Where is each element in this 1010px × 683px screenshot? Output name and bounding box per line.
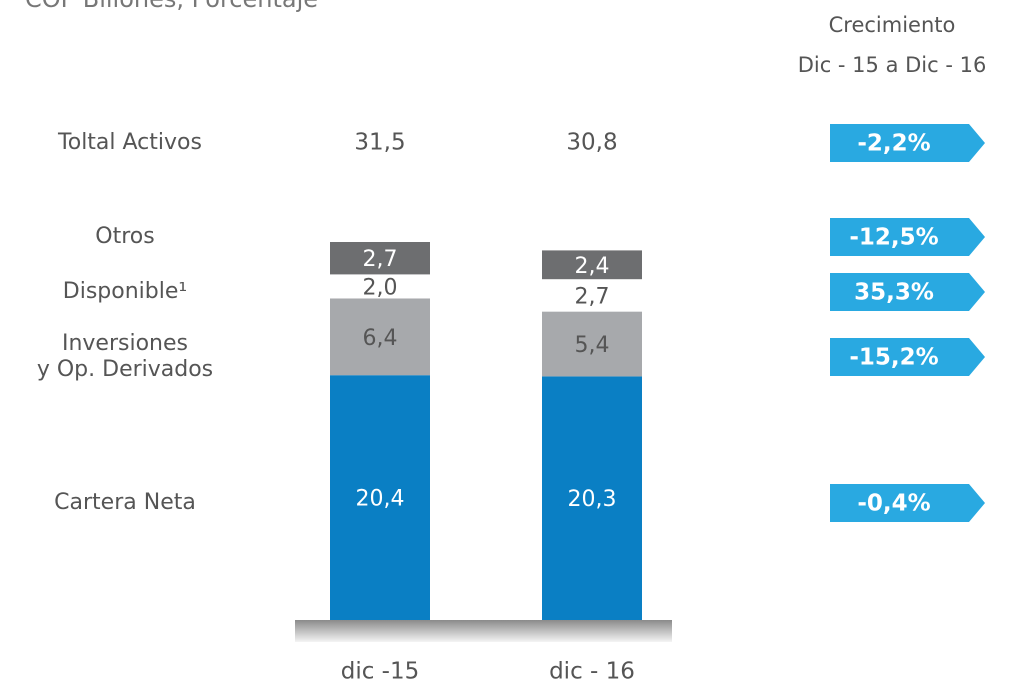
growth-label: -15,2% [849, 345, 938, 371]
growth-arrow [830, 218, 985, 256]
total-label: 30,8 [566, 130, 617, 156]
bar-segment [330, 274, 430, 299]
bar-segment [330, 375, 430, 620]
value-label: 5,4 [575, 333, 610, 358]
series-label: Disponible¹ [62, 279, 188, 304]
value-label: 2,7 [363, 247, 398, 272]
chart-title: COP Billones, Porcentaje [25, 0, 318, 13]
growth-subtitle: Dic - 15 a Dic - 16 [798, 53, 987, 77]
growth-label: -12,5% [849, 225, 938, 251]
growth-arrow [830, 338, 985, 376]
value-label: 6,4 [363, 326, 398, 351]
x-tick-label: dic - 16 [549, 659, 635, 683]
value-label: 20,3 [568, 487, 617, 512]
x-tick-label: dic -15 [341, 659, 420, 683]
bar-segment [542, 376, 642, 620]
total-label: 31,5 [354, 130, 405, 156]
bar-segment [542, 250, 642, 280]
growth-title: Crecimiento [829, 13, 956, 37]
growth-label: -2,2% [857, 131, 930, 157]
series-label: Otros [95, 224, 155, 249]
value-label: 2,7 [575, 284, 610, 309]
growth-label: -0,4% [857, 491, 930, 517]
series-label: Inversiones y Op. Derivados [36, 331, 214, 382]
base-shadow [295, 620, 672, 642]
growth-label: 35,3% [854, 280, 934, 306]
bar-segment [330, 242, 430, 275]
bar-segment [542, 279, 642, 312]
value-label: 2,0 [363, 275, 398, 300]
growth-arrow [830, 484, 985, 522]
series-label: Cartera Neta [54, 490, 196, 515]
growth-arrow [830, 273, 985, 311]
value-label: 2,4 [575, 254, 610, 279]
bar-segment [542, 311, 642, 377]
growth-arrow [830, 124, 985, 162]
bar-segment [330, 298, 430, 376]
total-row-label: Toltal Activos [58, 130, 202, 155]
value-label: 20,4 [356, 487, 405, 512]
